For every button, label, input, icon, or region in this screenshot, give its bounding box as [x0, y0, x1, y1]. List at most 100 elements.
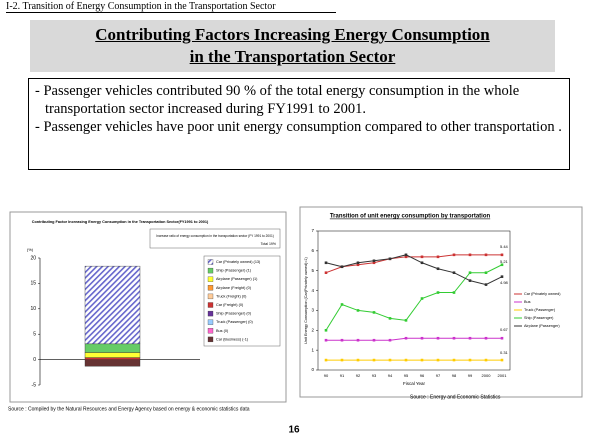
point — [340, 303, 344, 306]
x-tick-label: 98 — [452, 373, 457, 378]
y-tick-label: 20 — [30, 255, 36, 261]
annotation: 4.98 — [500, 280, 509, 285]
point — [468, 358, 472, 362]
bar-segment — [84, 265, 141, 345]
legend-swatch — [207, 319, 214, 325]
legend-label: Car (Privately owned) (13) — [216, 260, 261, 264]
y-tick-label: 2 — [311, 327, 314, 332]
point — [484, 283, 488, 286]
legend-label: Airplane (Passenger) — [524, 324, 560, 328]
point — [452, 358, 456, 362]
legend-label: Ship (Passenger) (1) — [216, 269, 252, 273]
legend-label: Truck (Passenger) (0) — [216, 320, 254, 324]
point — [340, 358, 344, 362]
series-line — [326, 337, 502, 341]
point — [436, 267, 440, 271]
point — [468, 253, 472, 257]
point — [388, 257, 392, 261]
point — [388, 358, 392, 362]
y-tick-label: 1 — [311, 347, 314, 352]
bullet-box: - Passenger vehicles contributed 90 % of… — [28, 78, 570, 170]
legend-label: Car (Privately owned) — [524, 292, 561, 296]
y-tick-label: 0 — [33, 357, 36, 363]
point — [452, 271, 456, 274]
point — [324, 338, 328, 342]
point — [500, 263, 504, 267]
point — [356, 358, 360, 362]
point — [500, 336, 504, 340]
point — [436, 291, 440, 294]
point — [356, 309, 360, 312]
point — [484, 336, 488, 340]
point — [324, 358, 328, 362]
legend-label: Truck (Freight) (0) — [216, 294, 247, 298]
chart-title: Transition of unit energy consumption by… — [330, 214, 491, 220]
point — [324, 328, 328, 332]
point — [324, 271, 328, 274]
point — [404, 253, 408, 257]
legend-label: Bus — [524, 300, 531, 304]
legend-swatch — [207, 328, 214, 334]
point — [372, 311, 376, 314]
series-line — [325, 254, 503, 286]
point — [420, 261, 424, 265]
legend-label: Airplane (Passenger) (1) — [216, 277, 258, 281]
y-tick-label: 3 — [311, 308, 314, 313]
point — [452, 253, 456, 257]
point — [484, 253, 488, 257]
x-tick-label: 97 — [436, 373, 441, 378]
legend-box — [203, 255, 281, 347]
x-tick-label: 90 — [324, 373, 329, 378]
y-tick-label: 6 — [311, 248, 314, 253]
total-label: Total 19% — [261, 242, 276, 246]
x-tick-label: 2001 — [498, 373, 508, 378]
y-tick-label: -5 — [32, 382, 37, 388]
point — [484, 271, 488, 274]
x-tick-label: 94 — [388, 373, 393, 378]
plot-area — [317, 230, 511, 371]
point — [500, 253, 504, 257]
point — [404, 255, 408, 259]
bullet: - Passenger vehicles have poor unit ener… — [35, 119, 562, 135]
x-tick-label: 91 — [340, 373, 345, 378]
legend-label: Airplane (Freight) (0) — [216, 286, 252, 290]
point — [468, 271, 472, 274]
x-tick-label: 92 — [356, 373, 361, 378]
annotation: 0.31 — [500, 350, 509, 355]
point — [468, 336, 472, 340]
point — [372, 259, 376, 263]
point — [452, 336, 456, 340]
bullet: - Passenger vehicles contributed 90 % of… — [35, 83, 520, 117]
point — [420, 255, 424, 259]
point — [372, 261, 376, 265]
point — [420, 297, 424, 300]
x-tick-label: 2000 — [482, 373, 492, 378]
chart-frame — [9, 211, 287, 403]
point — [404, 358, 408, 362]
series-line — [325, 264, 503, 331]
point — [340, 338, 344, 342]
y-tick-label: 7 — [311, 228, 314, 233]
legend-swatch — [207, 259, 214, 265]
legend-swatch — [207, 276, 214, 282]
bar-segment — [84, 343, 141, 353]
note-box — [149, 228, 281, 249]
series-line — [325, 254, 502, 274]
point — [484, 358, 488, 362]
y-tick-label: 15 — [30, 281, 36, 287]
legend-label: Truck (Passenger) — [524, 308, 556, 312]
page-number: 16 — [288, 425, 300, 436]
legend-swatch — [207, 336, 214, 343]
point — [356, 263, 360, 267]
point — [340, 265, 344, 269]
x-tick-label: 95 — [404, 373, 409, 378]
legend-label: Car (Business) (-1) — [216, 337, 249, 341]
y-tick-label: 10 — [30, 306, 36, 312]
point — [468, 279, 472, 282]
point — [420, 358, 424, 362]
legend-label: Bus (0) — [216, 329, 229, 333]
point — [372, 338, 376, 342]
legend-swatch — [207, 267, 214, 274]
x-tick-label: 96 — [420, 373, 425, 378]
point — [500, 275, 504, 278]
